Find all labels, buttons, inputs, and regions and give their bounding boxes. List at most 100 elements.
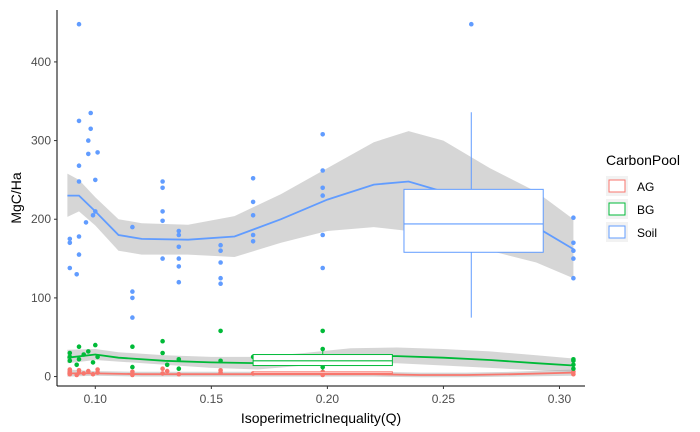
point-ag-8 [90, 371, 96, 377]
point-soil-3 [74, 272, 79, 277]
point-ag-18 [218, 368, 223, 373]
point-soil-9 [76, 21, 82, 27]
point-ag-10 [95, 367, 100, 372]
point-bg-8 [90, 360, 96, 365]
point-soil-38 [218, 242, 223, 248]
point-soil-28 [176, 279, 182, 285]
boxplots [252, 112, 544, 376]
point-bg-4 [76, 357, 82, 362]
point-soil-12 [86, 138, 91, 143]
point-soil-8 [76, 118, 82, 124]
point-soil-13 [88, 126, 93, 132]
point-soil-6 [76, 179, 82, 184]
legend-swatch-ag [608, 179, 626, 193]
ticks: 0 100 200 300 400 0.10 0.15 0.20 0.25 0.30 [31, 55, 572, 406]
point-soil-4 [76, 252, 82, 257]
x-axis-title: IsoperimetricInequality(Q) [241, 410, 401, 426]
point-bg-15 [164, 362, 170, 368]
x-tick-label-0-20: 0.20 [316, 392, 340, 406]
point-soil-16 [93, 209, 98, 214]
point-soil-53 [571, 248, 576, 253]
point-soil-55 [571, 215, 576, 220]
point-soil-44 [320, 265, 326, 271]
point-soil-47 [320, 185, 326, 191]
point-bg-16 [176, 357, 182, 362]
point-bg-0 [67, 358, 73, 364]
y-tick-label-100: 100 [31, 291, 51, 305]
x-tick-label-0-10: 0.10 [84, 392, 108, 406]
point-soil-36 [218, 260, 223, 265]
point-bg-27 [571, 357, 576, 362]
point-soil-35 [218, 275, 223, 281]
point-soil-42 [250, 199, 256, 205]
point-soil-31 [176, 244, 182, 250]
point-soil-51 [571, 275, 576, 281]
point-soil-34 [218, 281, 223, 287]
point-soil-40 [250, 232, 256, 238]
y-tick-label-400: 400 [31, 55, 51, 69]
x-tick-label-0-30: 0.30 [548, 392, 572, 406]
point-bg-9 [93, 342, 98, 348]
legend: CarbonPool AG BG Soil [606, 152, 680, 242]
y-tick-label-300: 300 [31, 134, 51, 148]
point-soil-2 [67, 236, 73, 242]
point-soil-17 [93, 177, 98, 183]
point-bg-24 [571, 366, 576, 372]
point-bg-21 [320, 328, 326, 334]
legend-item-soil: Soil [606, 222, 657, 242]
point-soil-1 [67, 240, 73, 246]
point-bg-12 [130, 344, 135, 350]
point-bg-25 [571, 362, 576, 368]
x-tick-label-0-15: 0.15 [200, 392, 224, 406]
point-ag-11 [130, 372, 135, 378]
data-points [67, 21, 576, 378]
point-soil-7 [76, 163, 82, 168]
point-soil-45 [320, 232, 326, 238]
point-ag-13 [160, 371, 165, 376]
point-bg-10 [95, 354, 100, 360]
legend-swatch-soil [608, 225, 626, 239]
y-tick-label-0: 0 [44, 370, 51, 384]
point-soil-54 [571, 240, 576, 246]
point-bg-17 [176, 366, 182, 372]
point-soil-46 [320, 193, 326, 198]
point-soil-23 [160, 256, 165, 261]
box-bg [252, 354, 393, 367]
point-bg-13 [160, 338, 165, 344]
legend-label-ag: AG [637, 180, 654, 194]
point-ag-5 [76, 368, 82, 373]
point-bg-14 [160, 350, 165, 356]
point-soil-32 [176, 232, 182, 238]
point-soil-39 [250, 239, 256, 244]
point-soil-33 [176, 228, 182, 234]
point-bg-1 [67, 354, 73, 360]
point-soil-0 [67, 265, 73, 271]
x-tick-label-0-25: 0.25 [432, 392, 456, 406]
point-ag-15 [164, 368, 170, 374]
point-bg-11 [130, 364, 135, 370]
point-bg-3 [74, 362, 79, 368]
point-soil-21 [130, 289, 135, 294]
point-soil-37 [218, 248, 223, 253]
point-bg-5 [76, 344, 82, 350]
point-ag-2 [67, 367, 73, 372]
legend-title: CarbonPool [606, 152, 680, 168]
point-soil-15 [90, 213, 96, 218]
point-ag-7 [86, 368, 91, 374]
point-soil-27 [160, 179, 165, 184]
point-soil-41 [250, 213, 256, 218]
point-soil-5 [76, 234, 82, 239]
box-soil [403, 188, 544, 253]
point-soil-49 [320, 132, 326, 137]
point-soil-26 [160, 185, 165, 191]
point-soil-25 [160, 209, 165, 214]
point-soil-11 [86, 151, 91, 157]
point-soil-30 [176, 256, 182, 261]
y-axis-title: MgC/Ha [8, 172, 24, 224]
point-soil-29 [176, 264, 182, 269]
point-soil-20 [130, 295, 135, 301]
point-ag-16 [176, 371, 182, 377]
point-soil-22 [130, 224, 135, 230]
point-ag-12 [130, 369, 135, 375]
